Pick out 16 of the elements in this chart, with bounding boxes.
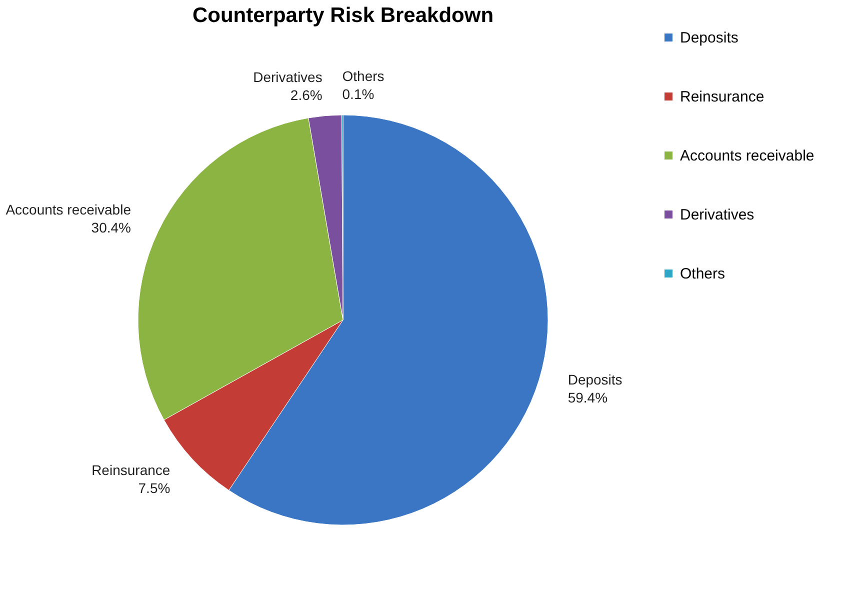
slice-label: Reinsurance	[92, 462, 170, 478]
legend-label: Reinsurance	[680, 88, 764, 106]
legend-label: Deposits	[680, 30, 738, 46]
data-label: 7.5%	[138, 480, 170, 496]
slice-label: Others	[342, 68, 384, 84]
legend-label: Derivatives	[680, 206, 754, 224]
data-label: 59.4%	[568, 389, 608, 406]
legend-label: Others	[680, 266, 726, 282]
data-label: 2.6%	[290, 86, 322, 103]
slice-label: Accounts receivable	[6, 202, 132, 218]
slice-label: Deposits	[568, 371, 622, 388]
slice-label: Derivatives	[253, 68, 322, 85]
data-label: 30.4%	[91, 220, 131, 236]
chart-title: Counterparty Risk Breakdown	[192, 4, 494, 27]
data-label: 0.1%	[342, 86, 374, 102]
legend-label: Accounts receivable	[680, 148, 814, 164]
